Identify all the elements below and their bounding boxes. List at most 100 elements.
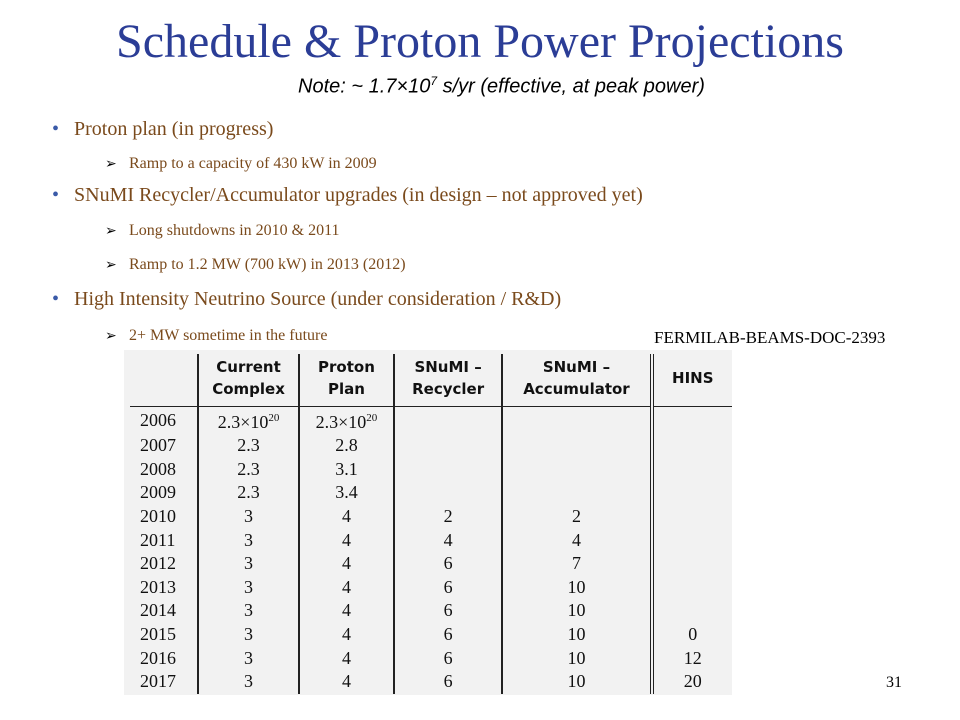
- table-row: 2015 3 4 6 10 0: [130, 622, 732, 647]
- bullet-dot-icon: •: [52, 288, 60, 310]
- table-cell: 2006: [140, 410, 176, 430]
- table-cell: 3: [197, 504, 300, 529]
- table-cell: 3: [197, 528, 300, 552]
- table-cell: 4: [298, 669, 394, 694]
- table-cell: [501, 481, 652, 505]
- table-cell: 2.8: [298, 434, 394, 458]
- table-cell: 2010: [140, 506, 176, 527]
- table-cell: 2.3: [197, 434, 300, 458]
- table-cell: 4: [392, 528, 503, 552]
- table-cell: 7: [501, 551, 652, 576]
- table-cell: 2013: [140, 576, 176, 597]
- table-row: 2012 3 4 6 7: [130, 551, 732, 576]
- table-cell: 2017: [140, 671, 176, 692]
- table-cell: 10: [501, 575, 652, 600]
- table-cell: 4: [298, 599, 394, 623]
- table-cell: 2: [392, 504, 503, 529]
- table-cell: 6: [392, 599, 503, 623]
- table-cell: [649, 504, 732, 529]
- table-cell: 12: [649, 646, 732, 670]
- table-cell: [392, 406, 503, 434]
- document-id: FERMILAB-BEAMS-DOC-2393: [654, 328, 886, 347]
- table-cell: 2.3×1020: [197, 406, 300, 434]
- projection-table-image: Current Complex Proton Plan SNuMI – Recycle…: [124, 350, 732, 695]
- table-cell: 2014: [140, 600, 176, 621]
- table-cell: [649, 551, 732, 576]
- bullet-dot-icon: •: [52, 184, 60, 206]
- table-cell: 3: [197, 622, 300, 647]
- table-cell: 6: [392, 575, 503, 600]
- note-text: Note: ~ 1.7×107 s/yr (effective, at peak…: [298, 74, 705, 98]
- table-cell: 2011: [140, 529, 176, 550]
- table-row: 2016 3 4 6 10 12: [130, 646, 732, 670]
- table-cell: 6: [392, 669, 503, 694]
- table-cell: 10: [501, 622, 652, 647]
- table-cell: [392, 481, 503, 505]
- table-cell: 2015: [140, 624, 176, 645]
- table-cell: 4: [298, 504, 394, 529]
- table-cell: 3: [197, 551, 300, 576]
- table-cell: [649, 575, 732, 600]
- table-cell: 2007: [140, 435, 176, 456]
- table-cell: 3: [197, 599, 300, 623]
- table-cell: 2.3: [197, 457, 300, 482]
- header-hins: HINS: [649, 354, 732, 407]
- sub-bullet: ➢ 2+ MW sometime in the future: [105, 327, 328, 344]
- table-cell: 4: [298, 551, 394, 576]
- table-cell: [501, 406, 652, 434]
- arrow-bullet-icon: ➢: [105, 224, 117, 239]
- table-cell: 20: [649, 669, 732, 694]
- table-cell: 6: [392, 551, 503, 576]
- table-header-row: Current Complex Proton Plan SNuMI – Recycle…: [130, 354, 732, 407]
- arrow-bullet-icon: ➢: [105, 329, 117, 344]
- header-snumi-accumulator: SNuMI – Accumulator: [501, 354, 652, 407]
- table-cell: [649, 434, 732, 458]
- table-cell: 2: [501, 504, 652, 529]
- table-cell: 4: [298, 528, 394, 552]
- bullet-proton-plan: • Proton plan (in progress): [52, 118, 274, 140]
- table-cell: 2.3: [197, 481, 300, 505]
- table-cell: 3: [197, 669, 300, 694]
- table-row: 2007 2.3 2.8: [130, 434, 732, 458]
- table-cell: 4: [298, 622, 394, 647]
- table-cell: 2008: [140, 458, 176, 479]
- table-row: 2010 3 4 2 2: [130, 504, 732, 529]
- table-cell: 4: [501, 528, 652, 552]
- table-row: 2008 2.3 3.1: [130, 457, 732, 482]
- table-cell: 3.4: [298, 481, 394, 505]
- projection-table: Current Complex Proton Plan SNuMI – Recycle…: [130, 354, 732, 694]
- table-row: 2014 3 4 6 10: [130, 599, 732, 623]
- table-cell: 3: [197, 646, 300, 670]
- table-cell: 6: [392, 622, 503, 647]
- sub-bullet: ➢ Ramp to a capacity of 430 kW in 2009: [105, 155, 377, 172]
- table-cell: 10: [501, 599, 652, 623]
- table-row: 2013 3 4 6 10: [130, 575, 732, 600]
- table-cell: [649, 457, 732, 482]
- header-snumi-recycler: SNuMI – Recycler: [392, 354, 503, 407]
- table-cell: 6: [392, 646, 503, 670]
- header-year: [130, 354, 199, 407]
- table-row: 2009 2.3 3.4: [130, 481, 732, 505]
- table-cell: [649, 599, 732, 623]
- table-cell: 4: [298, 575, 394, 600]
- table-cell: [392, 434, 503, 458]
- table-cell: 0: [649, 622, 732, 647]
- page-number: 31: [886, 674, 902, 691]
- table-cell: [649, 528, 732, 552]
- table-cell: 4: [298, 646, 394, 670]
- table-cell: [501, 434, 652, 458]
- table-cell: 3: [197, 575, 300, 600]
- table-cell: 2016: [140, 647, 176, 668]
- sub-bullet: ➢ Ramp to 1.2 MW (700 kW) in 2013 (2012): [105, 256, 406, 273]
- sub-bullet: ➢ Long shutdowns in 2010 & 2011: [105, 222, 340, 239]
- table-cell: 10: [501, 646, 652, 670]
- table-cell: [649, 406, 732, 434]
- arrow-bullet-icon: ➢: [105, 157, 117, 172]
- table-cell: 2009: [140, 482, 176, 503]
- header-current-complex: Current Complex: [197, 354, 300, 407]
- table-cell: [392, 457, 503, 482]
- header-proton-plan: Proton Plan: [298, 354, 394, 407]
- slide-title: Schedule & Proton Power Projections: [116, 15, 844, 68]
- table-cell: 10: [501, 669, 652, 694]
- table-cell: 2012: [140, 553, 176, 574]
